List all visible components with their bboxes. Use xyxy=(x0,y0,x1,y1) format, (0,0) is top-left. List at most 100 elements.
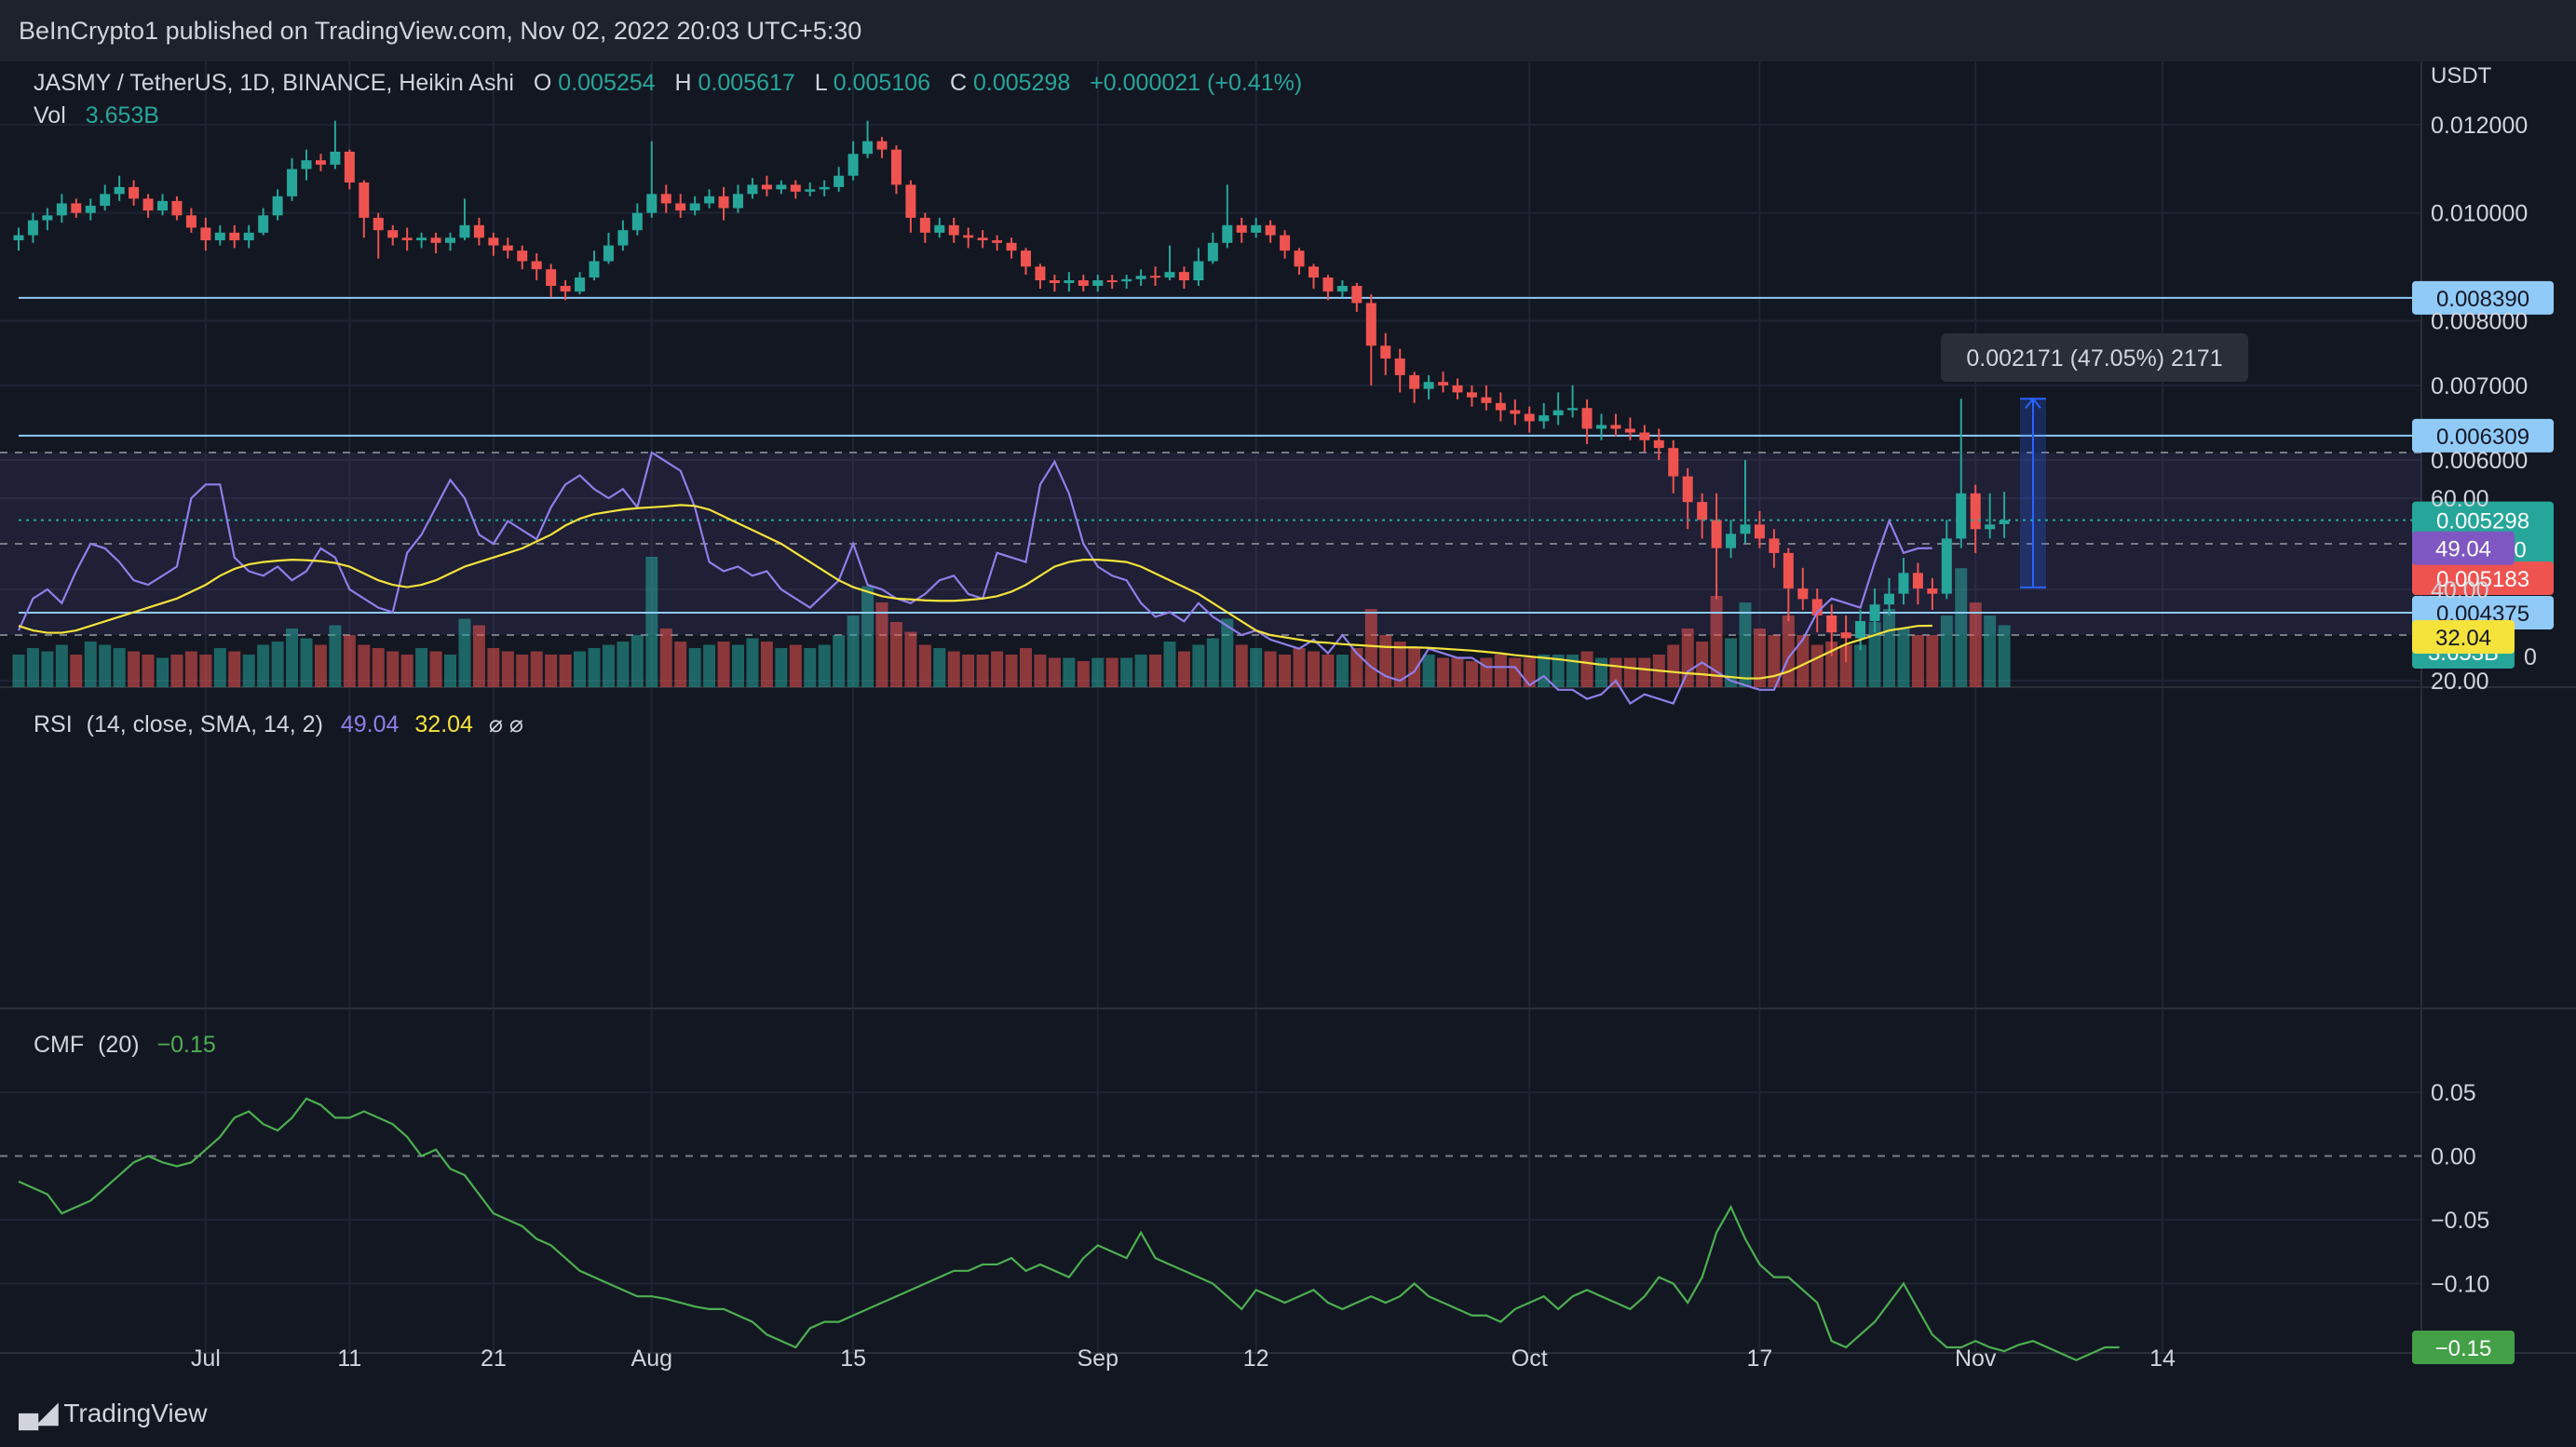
volume-bar-95 xyxy=(1379,635,1392,687)
volume-bar-40 xyxy=(588,648,601,687)
candle-body-73 xyxy=(1064,280,1075,283)
candle-body-110 xyxy=(1596,425,1607,429)
x-label-4: 15 xyxy=(840,1346,866,1372)
price-tick-1: 0.010000 xyxy=(2431,201,2528,227)
volume-bar-85 xyxy=(1235,644,1248,687)
volume-bar-21 xyxy=(314,644,327,687)
level-label-0: 0.008390 xyxy=(2436,287,2529,312)
volume-bar-66 xyxy=(962,655,975,687)
volume-bar-99 xyxy=(1437,657,1450,687)
volume-bar-73 xyxy=(1063,657,1076,687)
volume-bar-44 xyxy=(645,557,658,687)
volume-bar-130 xyxy=(1883,609,1895,687)
volume-bar-93 xyxy=(1350,648,1363,687)
volume-bar-87 xyxy=(1264,651,1277,687)
volume-bar-88 xyxy=(1279,655,1292,687)
candle-body-79 xyxy=(1150,276,1161,278)
pane-separators xyxy=(0,61,2576,1354)
candlesticks xyxy=(13,120,2010,663)
price-axis[interactable]: 0.012000 0.010000 0.008000 0.007000 0.006000… xyxy=(2412,113,2554,1364)
candle-body-59 xyxy=(862,141,874,155)
svg-text:Vol 3.653B: Vol 3.653B xyxy=(34,102,159,128)
volume-bar-55 xyxy=(804,648,817,687)
rsi-value-tag-label: 49.04 xyxy=(2435,537,2491,562)
volume-bar-119 xyxy=(1725,638,1738,687)
candle-body-112 xyxy=(1624,428,1635,433)
candle-body-57 xyxy=(834,175,845,187)
volume-bar-2 xyxy=(41,651,54,687)
candle-body-135 xyxy=(1956,493,1967,539)
volume-bar-117 xyxy=(1696,642,1709,687)
volume-bar-76 xyxy=(1105,657,1119,687)
candle-body-19 xyxy=(287,169,298,196)
last-price-label: 0.005298 xyxy=(2436,509,2529,534)
candle-body-85 xyxy=(1236,224,1247,233)
price-tick-3: 0.007000 xyxy=(2431,373,2528,399)
volume-bar-109 xyxy=(1580,651,1593,687)
candle-body-36 xyxy=(531,261,542,270)
volume-bar-25 xyxy=(372,648,385,687)
candle-body-101 xyxy=(1466,392,1477,398)
candle-body-80 xyxy=(1164,272,1175,278)
volume-bar-132 xyxy=(1911,635,1924,687)
volume-bar-69 xyxy=(1005,655,1018,687)
volume-zero-tick: 0 xyxy=(2524,644,2537,670)
x-label-7: Oct xyxy=(1512,1346,1548,1372)
volume-bar-91 xyxy=(1322,655,1335,687)
ohlc-h-label: H xyxy=(675,70,692,96)
candle-body-0 xyxy=(13,235,24,241)
candle-body-118 xyxy=(1711,520,1722,548)
time-axis[interactable]: Jul 11 21 Aug 15 Sep 12 Oct 17 Nov 14 xyxy=(191,1346,2176,1372)
volume-bar-30 xyxy=(444,655,456,687)
candle-body-5 xyxy=(85,205,96,213)
candle-body-65 xyxy=(948,224,959,236)
price-tick-2: 0.008000 xyxy=(2431,309,2528,335)
candle-body-105 xyxy=(1524,413,1535,422)
level-tag-1 xyxy=(2412,418,2554,453)
volume-bar-82 xyxy=(1192,644,1205,687)
candle-body-16 xyxy=(243,232,254,241)
volume-bar-75 xyxy=(1091,657,1105,687)
candle-body-61 xyxy=(890,149,902,185)
candle-body-136 xyxy=(1970,493,1981,530)
volume-bar-39 xyxy=(574,651,587,687)
candle-body-71 xyxy=(1035,266,1046,281)
x-label-3: Aug xyxy=(631,1346,672,1372)
volume-bar-48 xyxy=(703,644,716,687)
candle-body-72 xyxy=(1049,280,1060,283)
candle-body-62 xyxy=(905,184,916,218)
candle-body-84 xyxy=(1222,224,1233,243)
volume-bar-80 xyxy=(1163,642,1176,687)
ohlc-change: +0.000021 (+0.41%) xyxy=(1090,70,1302,96)
cmf-tick-1: 0.00 xyxy=(2431,1144,2476,1170)
volume-bar-36 xyxy=(530,651,543,687)
volume-bar-86 xyxy=(1250,648,1263,687)
candle-body-108 xyxy=(1567,408,1579,411)
volume-bar-10 xyxy=(156,657,169,687)
volume-bar-77 xyxy=(1120,657,1133,687)
candle-body-54 xyxy=(790,184,801,192)
volume-bar-104 xyxy=(1509,657,1522,687)
measure-tool[interactable]: 0.002171 (47.05%) 2171 xyxy=(1941,333,2248,588)
candle-body-27 xyxy=(401,237,413,241)
candle-body-49 xyxy=(718,196,729,209)
candle-body-47 xyxy=(689,203,700,211)
volume-bar-11 xyxy=(170,655,183,687)
candle-body-41 xyxy=(603,245,614,262)
volume-bar-53 xyxy=(775,648,788,687)
cmf-name: CMF xyxy=(34,1032,84,1058)
tradingview-logo[interactable]: ▄◢ TradingView xyxy=(19,1397,207,1429)
candle-body-116 xyxy=(1682,476,1693,503)
volume-value: 3.653B xyxy=(86,102,159,128)
candle-body-69 xyxy=(1006,242,1017,251)
candle-body-91 xyxy=(1322,277,1334,292)
cmf-tick-3: −0.10 xyxy=(2431,1272,2489,1298)
candle-body-43 xyxy=(631,212,643,231)
candle-body-120 xyxy=(1740,524,1751,534)
volume-bar-110 xyxy=(1595,657,1607,687)
symbol-title: JASMY / TetherUS, 1D, BINANCE, Heikin As… xyxy=(34,70,514,96)
candle-body-13 xyxy=(200,227,211,241)
rsi-tick-0: 60.00 xyxy=(2431,486,2489,512)
candle-body-132 xyxy=(1912,573,1923,588)
